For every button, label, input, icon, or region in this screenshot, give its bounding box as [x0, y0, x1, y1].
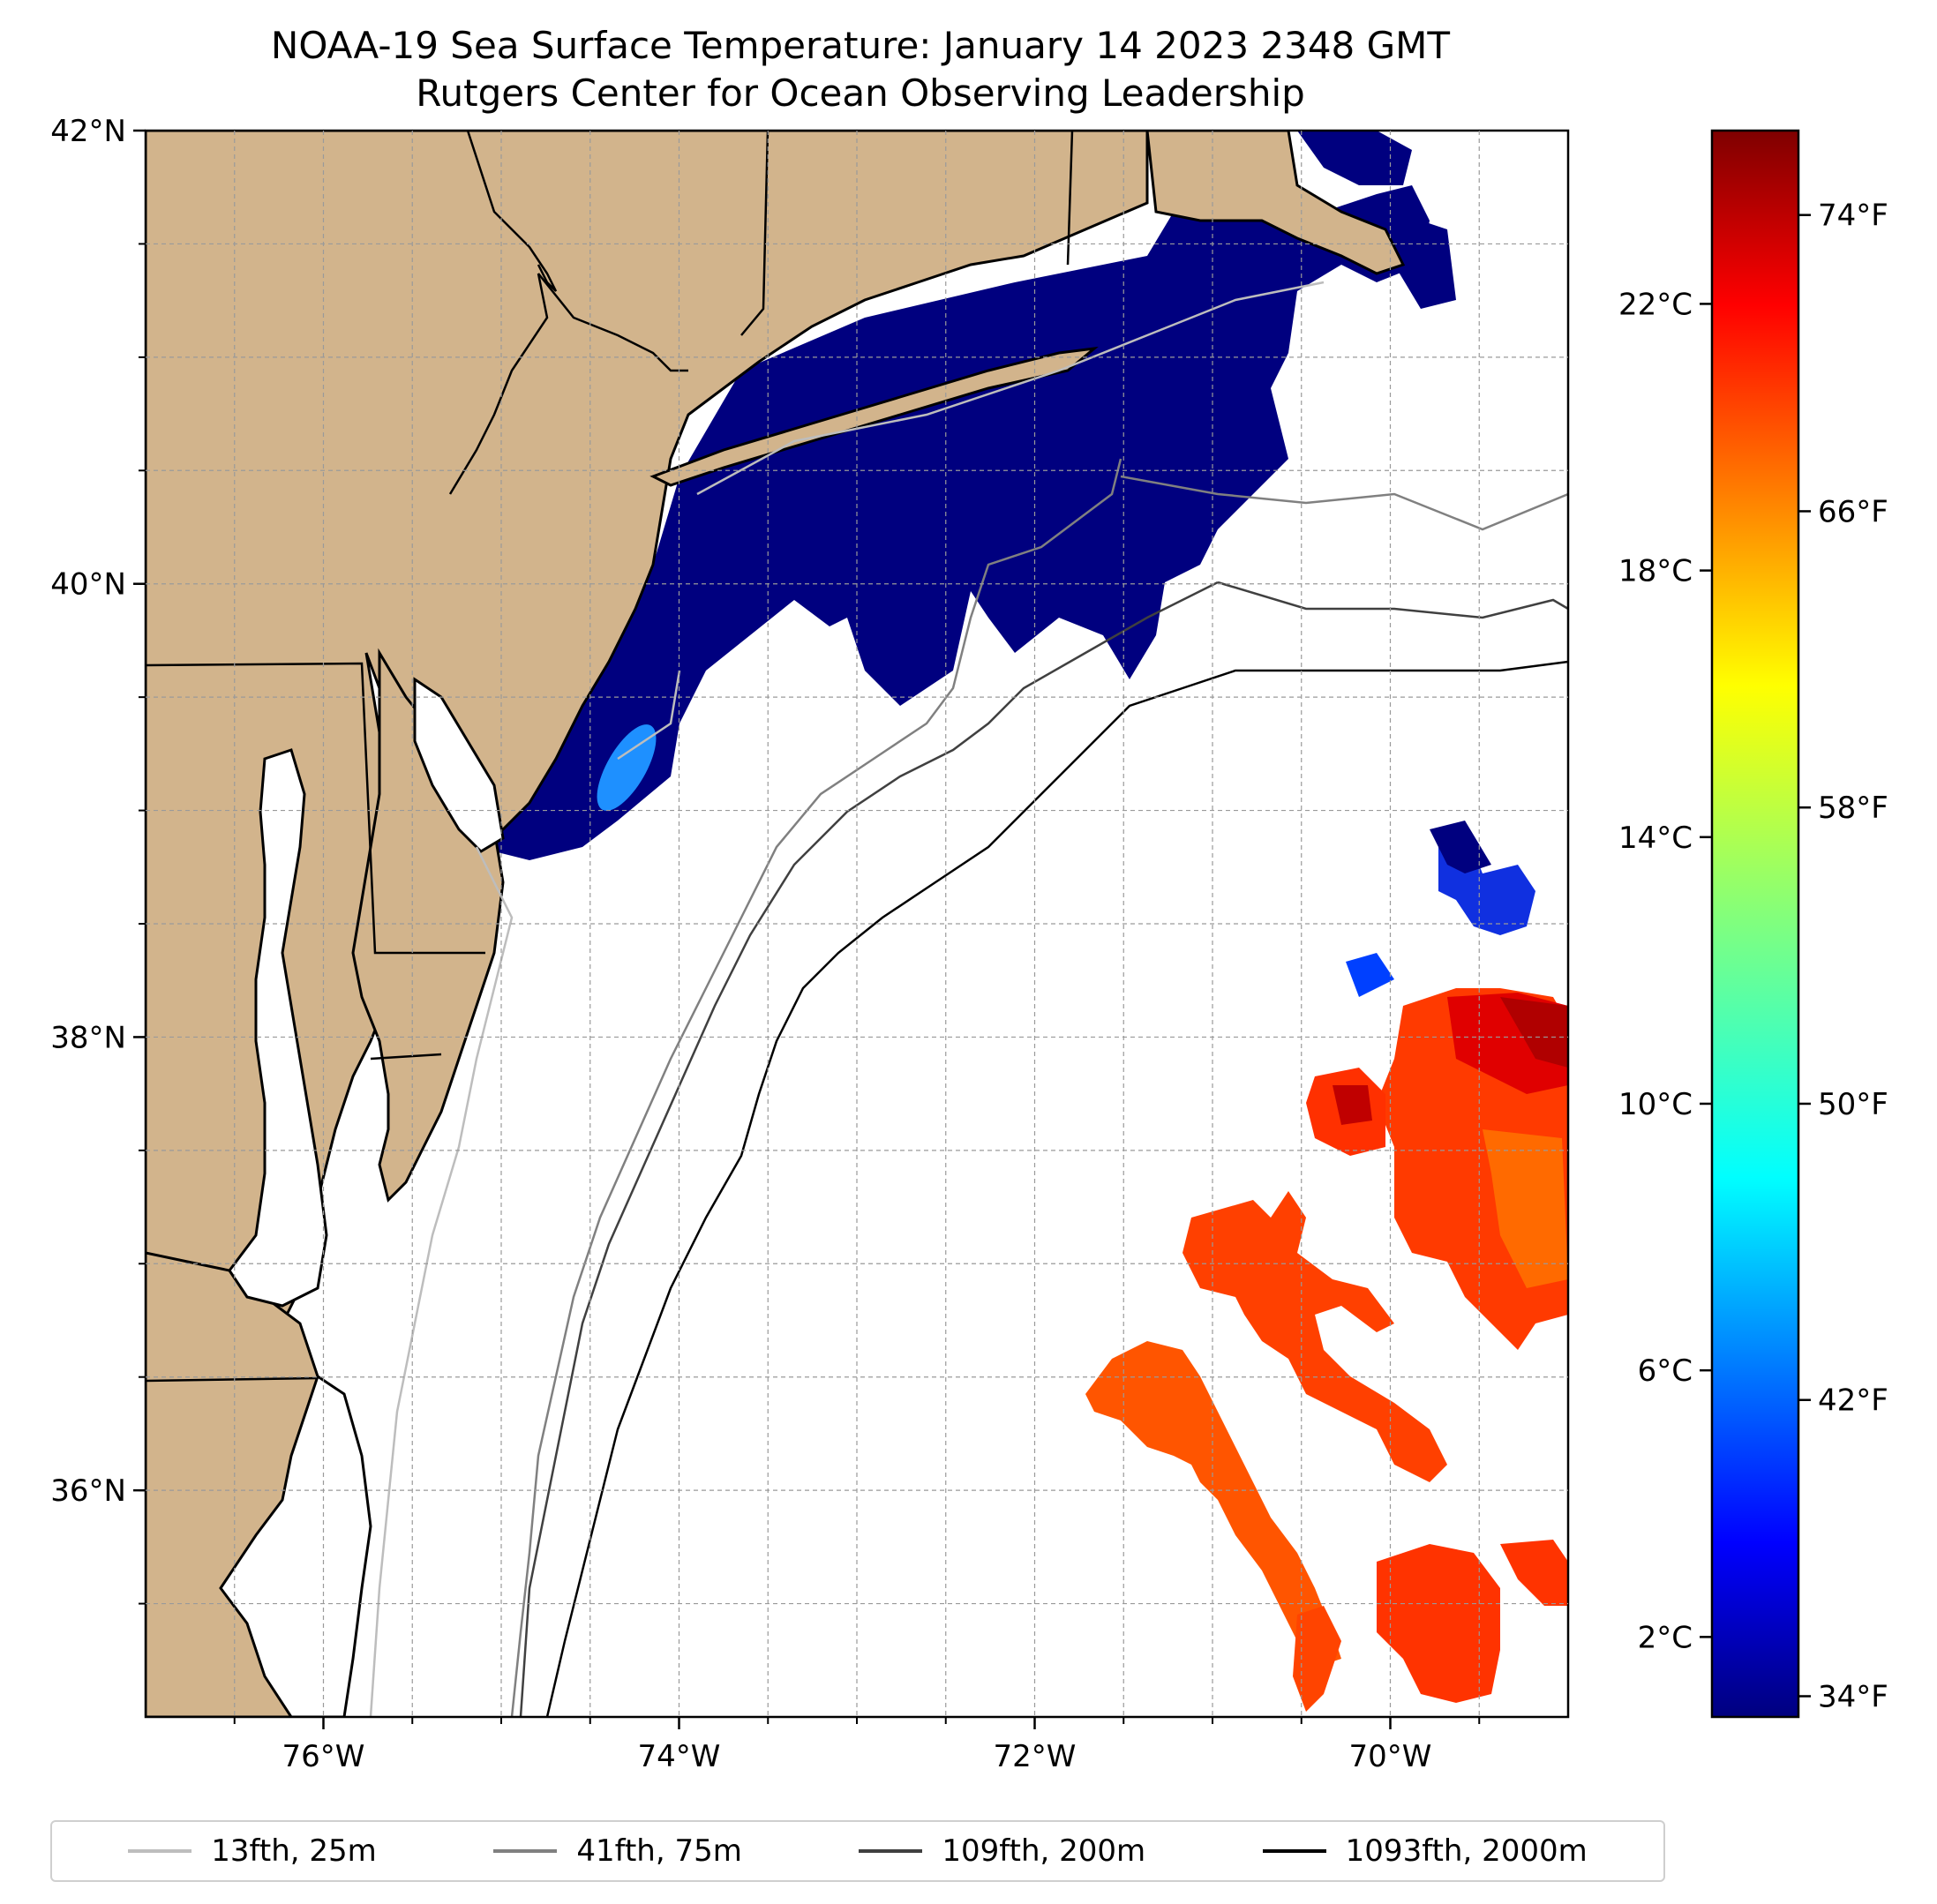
- contour-legend: 13fth, 25m 41fth, 75m 109fth, 200m 1093fth,…: [50, 1820, 1665, 1882]
- lat-tick-label: 36°N: [50, 1473, 126, 1509]
- lon-tick-label: 74°W: [638, 1739, 721, 1774]
- axis-ticks: 76°W 74°W 72°W 70°W 42°N 40°N 38°N 36°N: [50, 114, 1481, 1774]
- legend-line-swatch: [493, 1849, 558, 1853]
- contour-2000m: [545, 660, 1568, 1717]
- contour-25m: [369, 281, 1325, 1717]
- legend-label: 1093fth, 2000m: [1345, 1833, 1588, 1869]
- legend-line-swatch: [859, 1849, 923, 1853]
- fahrenheit-tick-label: 50°F: [1818, 1087, 1888, 1122]
- fahrenheit-tick-label: 34°F: [1818, 1679, 1888, 1714]
- colorbar-ticks: 2°C 6°C 10°C 14°C 18°C 22°C 34°F 42°F 50°F 58°F 66…: [1618, 199, 1888, 1715]
- legend-item: 41fth, 75m: [493, 1833, 742, 1869]
- fahrenheit-tick-label: 66°F: [1818, 494, 1888, 529]
- legend-item: 13fth, 25m: [128, 1833, 377, 1869]
- celsius-tick-label: 10°C: [1618, 1087, 1693, 1122]
- lat-tick-label: 42°N: [50, 114, 126, 149]
- celsius-tick-label: 22°C: [1618, 287, 1693, 322]
- legend-label: 13fth, 25m: [211, 1833, 377, 1869]
- colorbar: [1710, 129, 1800, 1719]
- fahrenheit-tick-label: 42°F: [1818, 1383, 1888, 1419]
- legend-item: 109fth, 200m: [859, 1833, 1145, 1869]
- lat-tick-label: 40°N: [50, 567, 126, 603]
- fahrenheit-tick-label: 74°F: [1818, 199, 1888, 234]
- celsius-tick-label: 2°C: [1638, 1620, 1693, 1655]
- legend-label: 41fth, 75m: [576, 1833, 742, 1869]
- legend-item: 1093fth, 2000m: [1262, 1833, 1588, 1869]
- celsius-tick-label: 6°C: [1638, 1353, 1693, 1389]
- legend-line-swatch: [128, 1849, 192, 1853]
- lon-tick-label: 76°W: [282, 1739, 365, 1774]
- lon-tick-label: 70°W: [1349, 1739, 1432, 1774]
- map-subtitle: Rutgers Center for Ocean Observing Leade…: [416, 71, 1305, 115]
- contour-75m: [510, 458, 1568, 1717]
- legend-label: 109fth, 200m: [942, 1833, 1146, 1869]
- gridlines: [146, 131, 1568, 1717]
- lon-tick-label: 72°W: [994, 1739, 1077, 1774]
- state-boundaries: [146, 131, 1074, 1383]
- celsius-tick-label: 18°C: [1618, 554, 1693, 589]
- cold-water-region: [415, 185, 1430, 860]
- celsius-tick-label: 14°C: [1618, 821, 1693, 856]
- lat-tick-label: 38°N: [50, 1020, 126, 1055]
- contour-200m: [519, 581, 1568, 1717]
- fahrenheit-tick-label: 58°F: [1818, 791, 1888, 826]
- map-title: NOAA-19 Sea Surface Temperature: January…: [270, 24, 1451, 67]
- legend-line-swatch: [1262, 1849, 1326, 1853]
